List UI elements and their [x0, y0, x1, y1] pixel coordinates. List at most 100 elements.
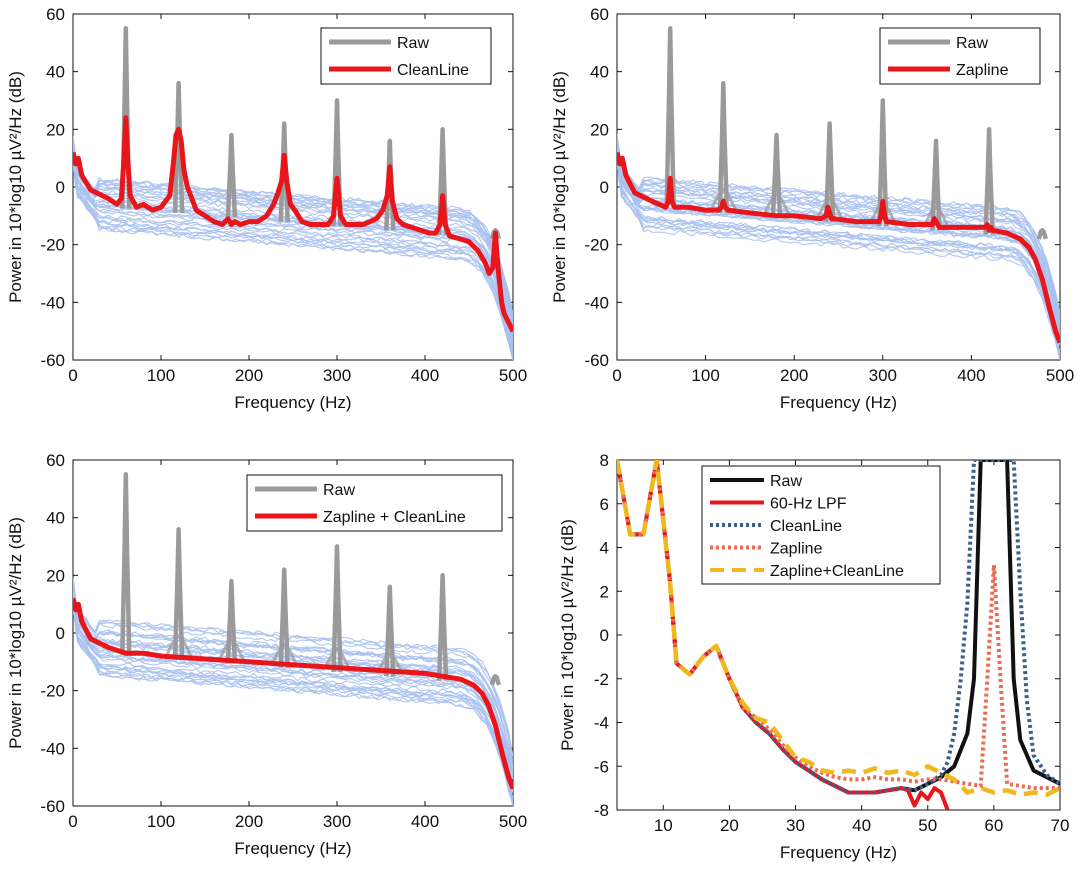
- x-axis-label: Frequency (Hz): [780, 843, 897, 862]
- raw-spike: [384, 584, 396, 677]
- raw-spike: [877, 98, 889, 226]
- channel-trace: [73, 603, 513, 806]
- x-tick-label: 30: [786, 816, 805, 835]
- channel-trace: [617, 153, 1060, 342]
- y-axis-label: Power in 10*log10 µV²/Hz (dB): [558, 519, 577, 751]
- y-tick-label: -40: [584, 293, 609, 312]
- x-tick-label: 200: [780, 366, 808, 385]
- y-tick-label: -4: [594, 714, 609, 733]
- plot-area-c: [73, 472, 513, 806]
- channel-trace: [617, 152, 1060, 355]
- x-tick-label: 300: [869, 366, 897, 385]
- channel-trace: [617, 153, 1060, 359]
- y-tick-label: 20: [46, 120, 65, 139]
- raw-hump: [922, 205, 950, 229]
- y-tick-label: 4: [600, 539, 609, 558]
- x-tick-label: 500: [1046, 366, 1074, 385]
- y-axis-label: Power in 10*log10 µV²/Hz (dB): [6, 517, 25, 749]
- channel-trace: [617, 147, 1060, 343]
- raw-spike: [331, 544, 343, 672]
- y-tick-label: -40: [40, 739, 65, 758]
- legend: Raw CleanLine: [320, 27, 492, 85]
- x-tick-label: 20: [720, 816, 739, 835]
- channel-trace: [73, 595, 513, 806]
- legend-label: 60-Hz LPF: [770, 496, 847, 513]
- x-tick-label: 0: [68, 812, 77, 831]
- channel-trace: [73, 152, 513, 357]
- channel-trace: [73, 151, 513, 342]
- x-tick-label: 300: [323, 812, 351, 831]
- x-tick-label: 100: [147, 812, 175, 831]
- y-tick-label: -20: [40, 682, 65, 701]
- x-axis-label: Frequency (Hz): [780, 393, 897, 412]
- y-tick-label: 2: [600, 582, 609, 601]
- raw-hump: [762, 191, 791, 216]
- channel-trace: [617, 153, 1060, 336]
- x-tick-label: 500: [499, 366, 527, 385]
- legend: Raw Zapline: [879, 27, 1041, 85]
- channel-trace: [73, 592, 513, 790]
- series-line-cleanline: [73, 115, 513, 333]
- y-tick-label: -40: [40, 293, 65, 312]
- channel-trace: [73, 159, 513, 360]
- raw-spike: [225, 132, 238, 218]
- raw-spike: [823, 121, 836, 222]
- channel-trace: [73, 603, 513, 799]
- y-tick-label: -20: [40, 236, 65, 255]
- series-line-zapline-cleanline: [617, 460, 1060, 797]
- x-tick-label: 200: [235, 366, 263, 385]
- channel-trace: [617, 158, 1060, 354]
- channel-trace: [617, 155, 1060, 355]
- legend-label: Raw: [770, 473, 802, 490]
- raw-hump: [709, 187, 738, 211]
- y-tick-label: 40: [46, 509, 65, 528]
- y-tick-label: -60: [40, 351, 65, 370]
- channel-trace: [73, 605, 513, 800]
- x-tick-label: 200: [235, 812, 263, 831]
- y-tick-label: -6: [594, 757, 609, 776]
- raw-spike: [278, 567, 290, 668]
- raw-spike: [120, 472, 132, 655]
- raw-spike: [489, 674, 502, 686]
- legend-label: CleanLine: [770, 518, 842, 535]
- x-tick-label: 60: [984, 816, 1003, 835]
- series-line-zapline-cleanline: [73, 597, 513, 790]
- channel-trace: [73, 603, 513, 802]
- legend-label: Raw: [323, 482, 355, 499]
- raw-spike: [172, 80, 185, 213]
- channel-trace: [73, 593, 513, 780]
- channel-trace: [73, 148, 513, 351]
- legend-box: [879, 27, 1041, 85]
- legend: Raw 60-Hz LPF CleanLine Zapline Zapline+Clea…: [701, 465, 941, 585]
- x-tick-label: 400: [411, 812, 439, 831]
- raw-hump: [815, 196, 844, 220]
- y-tick-label: 8: [600, 451, 609, 470]
- x-tick-label: 40: [852, 816, 871, 835]
- raw-spike: [172, 526, 185, 660]
- y-tick-label: 40: [590, 63, 609, 82]
- channel-trace: [73, 601, 513, 787]
- channel-trace: [617, 154, 1060, 360]
- axes-d: 10 20 30 40 50 60 70 -8 -6 -4 -2 0 2 4 6 8 Frequency (Hz…: [558, 451, 1069, 862]
- raw-spike: [983, 127, 995, 235]
- y-tick-label: -8: [594, 801, 609, 820]
- y-axis-label: Power in 10*log10 µV²/Hz (dB): [550, 71, 569, 303]
- axes-c: 0 100 200 300 400 500 -60 -40 -20 0 20 40 60 Frequenc…: [6, 451, 527, 858]
- axes-b: 0 100 200 300 400 500 -60 -40 -20 0 20 40 60 Frequenc…: [550, 5, 1074, 412]
- channel-trace: [73, 152, 513, 327]
- legend-box: [246, 474, 503, 532]
- channel-trace: [73, 609, 513, 804]
- legend-label: Raw: [397, 35, 429, 52]
- y-axis-label: Power in 10*log10 µV²/Hz (dB): [6, 71, 25, 303]
- y-tick-label: 0: [56, 178, 65, 197]
- y-tick-label: 20: [46, 566, 65, 585]
- raw-hump: [270, 642, 298, 666]
- legend-box: [320, 27, 492, 85]
- y-tick-label: -60: [40, 797, 65, 816]
- legend-label: Zapline: [956, 62, 1009, 79]
- x-tick-label: 400: [411, 366, 439, 385]
- series-line-zapline: [617, 151, 1060, 344]
- legend-label: Raw: [956, 35, 988, 52]
- plot-area-d: [617, 460, 1060, 810]
- x-tick-label: 300: [323, 366, 351, 385]
